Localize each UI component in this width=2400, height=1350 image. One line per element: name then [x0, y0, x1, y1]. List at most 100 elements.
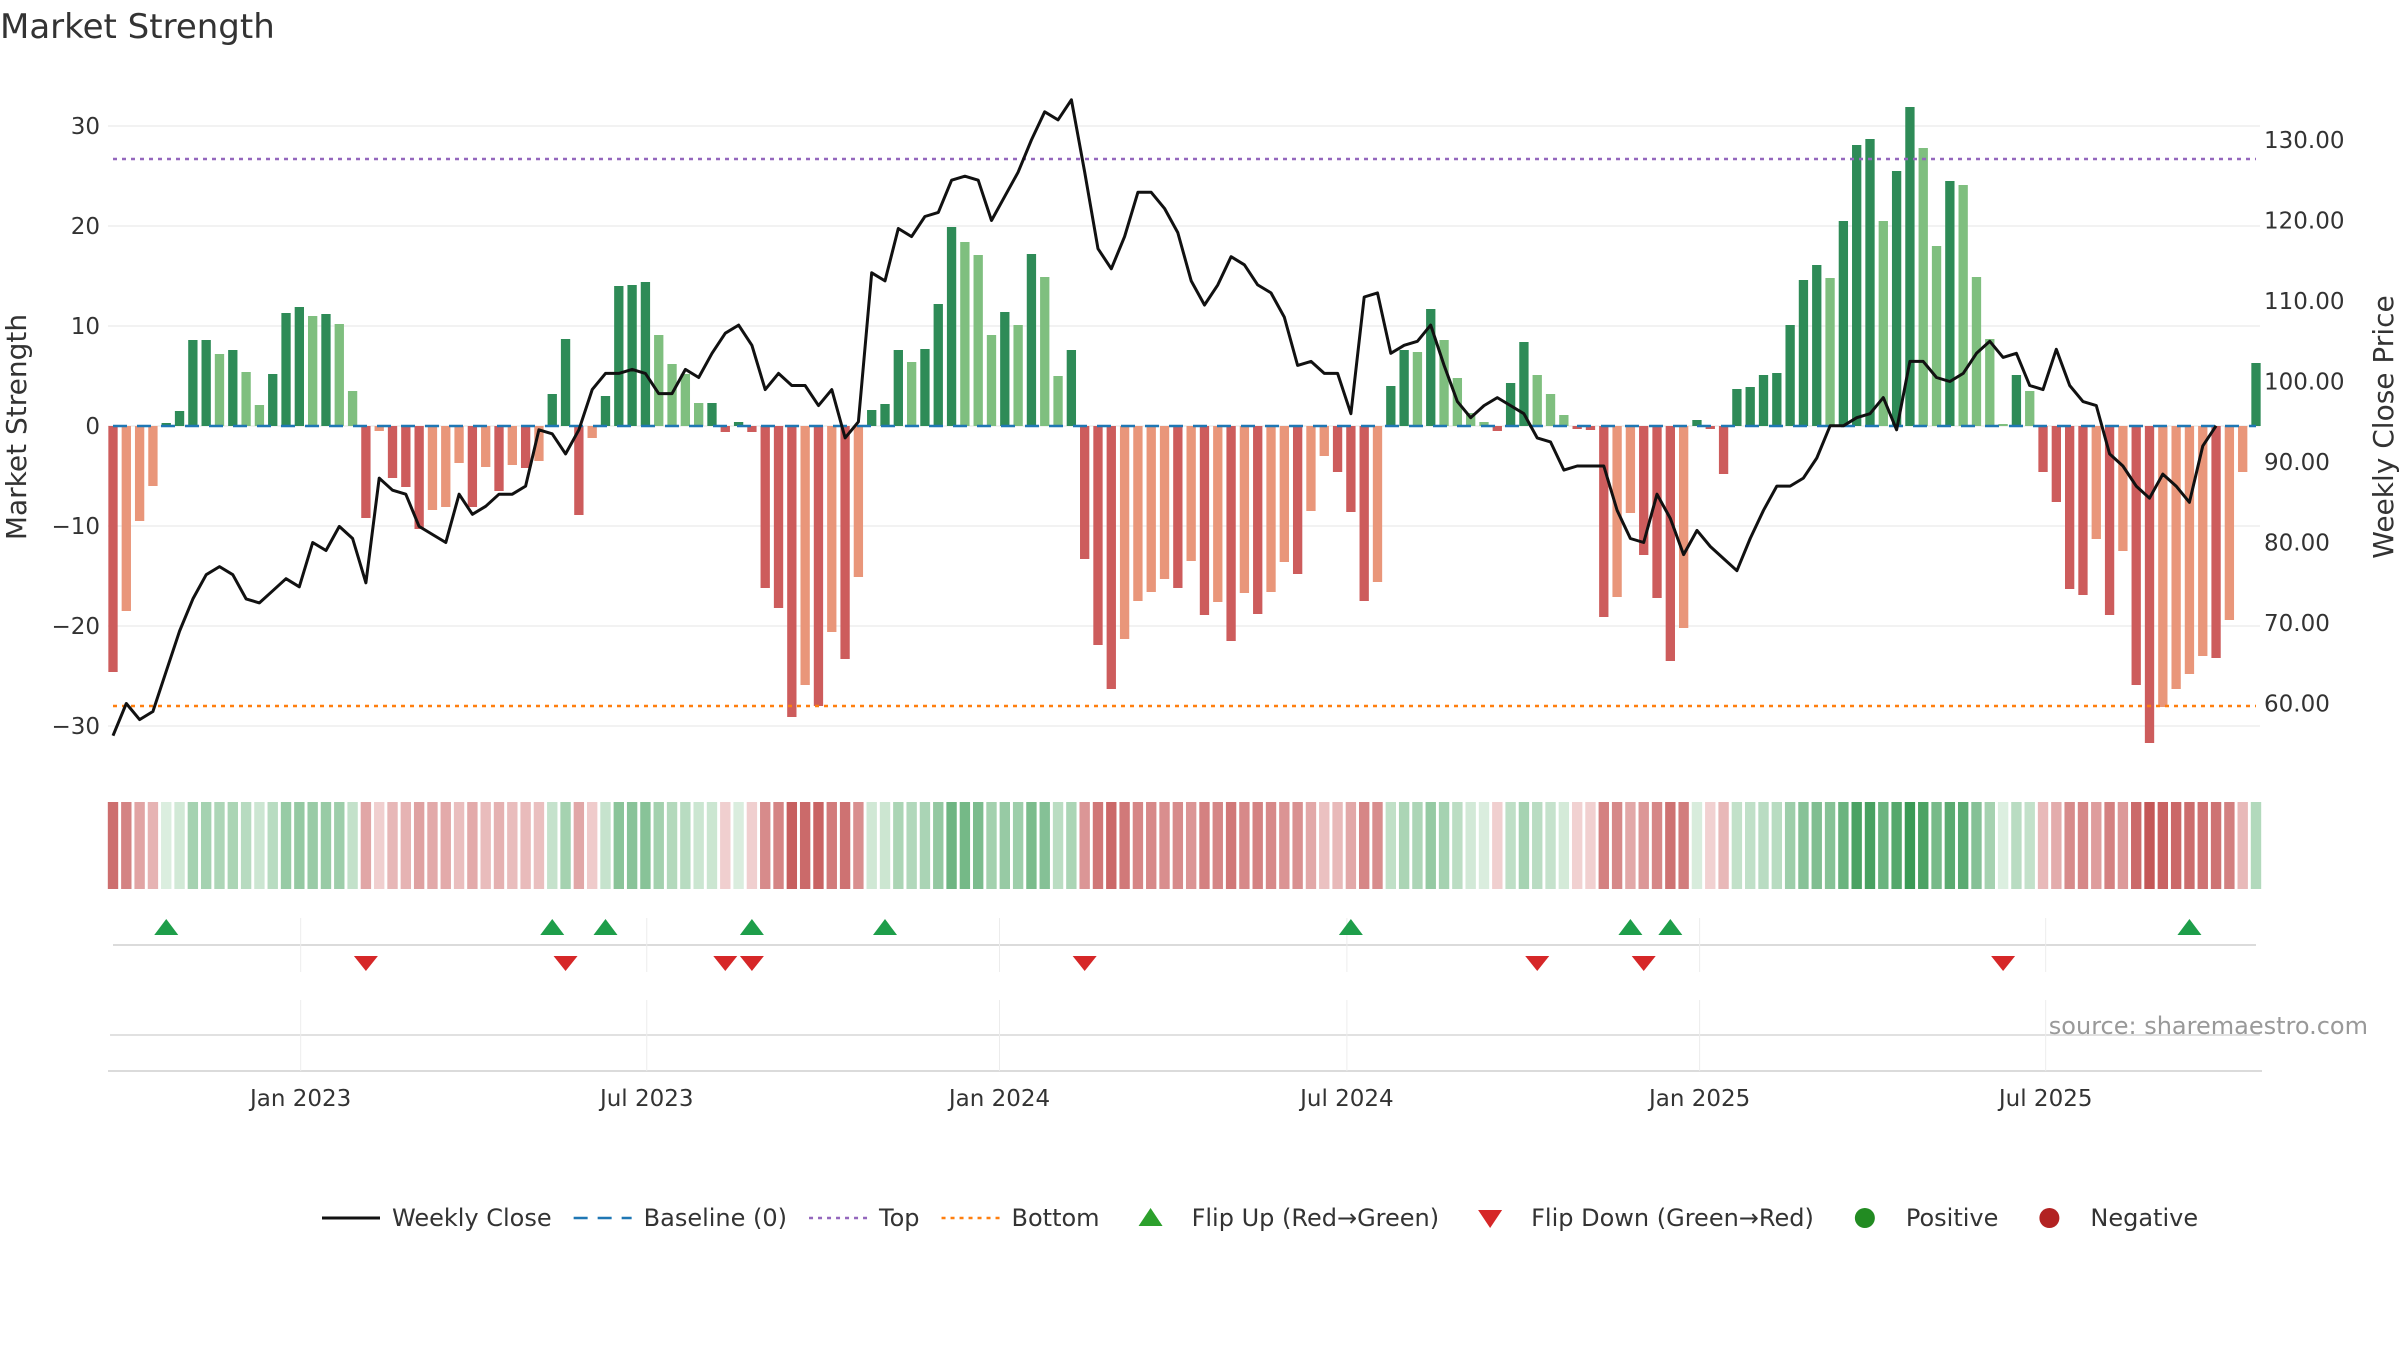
- strip-cell: [1159, 802, 1170, 889]
- strength-bar: [2184, 426, 2195, 674]
- strip-cell: [866, 802, 877, 889]
- strip-cell: [1838, 802, 1849, 889]
- strength-bar: [1479, 422, 1489, 426]
- strength-bar: [307, 316, 318, 426]
- strip-cell: [1571, 802, 1583, 889]
- strip-cell: [360, 802, 372, 889]
- strip-cell: [2011, 802, 2022, 889]
- strip-cell: [1292, 802, 1303, 889]
- strip-cell: [1398, 802, 1410, 889]
- y-tick-left: −30: [51, 714, 100, 740]
- strength-bar: [1931, 246, 1942, 426]
- strip-cell: [1944, 802, 1956, 889]
- strip-cell: [2237, 802, 2248, 889]
- strength-bar: [973, 255, 983, 426]
- strip-cell: [2104, 802, 2115, 889]
- strip-cell: [1146, 802, 1157, 889]
- strength-bar: [1918, 148, 1928, 426]
- strength-bar: [906, 362, 917, 426]
- legend-label: Bottom: [1012, 1204, 1100, 1232]
- strength-bar: [2118, 426, 2128, 551]
- flip-down-marker: [739, 956, 764, 971]
- strength-bar: [134, 426, 145, 521]
- strip-cell: [1252, 802, 1263, 889]
- strip-cell: [799, 802, 811, 889]
- strength-bar: [867, 410, 877, 426]
- strength-bar: [374, 426, 384, 431]
- strip-cell: [1452, 802, 1463, 889]
- strip-cell: [1279, 802, 1290, 889]
- strip-cell: [760, 802, 771, 889]
- strip-cell: [2037, 802, 2049, 889]
- strength-bar: [414, 426, 424, 529]
- strength-bar: [680, 374, 691, 426]
- strength-bar: [268, 374, 278, 426]
- strength-bar: [1665, 426, 1675, 661]
- strength-bar: [2238, 426, 2248, 472]
- strip-cell: [480, 802, 491, 889]
- legend-label: Weekly Close: [392, 1204, 552, 1232]
- strength-bar: [1186, 426, 1196, 561]
- strip-cell: [1212, 802, 1223, 889]
- strength-bar: [1133, 426, 1143, 601]
- strength-bar: [1758, 375, 1769, 426]
- weekly-close-path: [111, 98, 2218, 737]
- strength-bar: [2051, 426, 2062, 502]
- strip-cell: [320, 802, 332, 889]
- x-tick-label: Jul 2024: [1298, 1086, 1394, 1112]
- strip-cell: [200, 802, 212, 889]
- strip-cell: [959, 802, 971, 889]
- strip-cell: [1066, 802, 1077, 889]
- strip-cell: [1239, 802, 1250, 889]
- flip-down-marker: [1991, 956, 2016, 971]
- strip-cell: [493, 802, 505, 889]
- strip-cell: [134, 802, 145, 889]
- strip-cell: [680, 802, 691, 889]
- strip-cell: [334, 802, 345, 889]
- strength-bar: [1559, 415, 1569, 426]
- strip-cell: [1918, 802, 1929, 889]
- strip-cell: [1079, 802, 1090, 889]
- strip-cell: [413, 802, 425, 889]
- strip-cell: [813, 802, 824, 889]
- strip-cell: [1931, 802, 1942, 889]
- strength-bar: [1732, 389, 1742, 426]
- strength-bar: [747, 426, 757, 432]
- flip-markers: [108, 918, 2262, 1072]
- strip-cell: [400, 802, 412, 889]
- strip-cell: [640, 802, 651, 889]
- strip-cell: [294, 802, 305, 889]
- strength-bar: [1372, 426, 1383, 582]
- strip-cell: [1638, 802, 1649, 889]
- strip-cell: [1798, 802, 1809, 889]
- y-tick-labels: 30 20 10 0 −10 −20 −30 130.00 120.00 110.00 100.00…: [51, 114, 2344, 740]
- source-text: source: sharemaestro.com: [2049, 1012, 2368, 1040]
- strength-bar: [520, 426, 531, 468]
- strength-bar: [1865, 139, 1875, 426]
- strength-bar: [1772, 373, 1782, 426]
- legend-label: Flip Up (Red→Green): [1192, 1204, 1440, 1232]
- strip-cell: [1132, 802, 1144, 889]
- chart-title: Market Strength: [0, 7, 275, 47]
- strength-bar: [1119, 426, 1130, 639]
- strength-bar: [148, 426, 158, 486]
- strip-cell: [666, 802, 678, 889]
- strip-cell: [786, 802, 798, 889]
- strength-bar: [1106, 426, 1116, 689]
- strip-cell: [573, 802, 585, 889]
- strip-cell: [1598, 802, 1609, 889]
- strip-cell: [374, 802, 385, 889]
- x-axis: Jan 2023 Jul 2023 Jan 2024 Jul 2024 Jan 2025…: [248, 1086, 2092, 1112]
- strip-cell: [121, 802, 132, 889]
- strength-bar: [2224, 426, 2235, 620]
- strip-cell: [520, 802, 531, 889]
- strength-bar: [946, 227, 957, 426]
- strength-bar: [986, 335, 997, 426]
- strip-cell: [1385, 802, 1397, 889]
- strength-bar: [228, 350, 238, 426]
- strip-cell: [1691, 802, 1703, 889]
- strength-bar: [1599, 426, 1609, 617]
- strength-bar: [2064, 426, 2075, 589]
- x-tick-label: Jul 2025: [1997, 1086, 2093, 1112]
- strip-cell: [547, 802, 558, 889]
